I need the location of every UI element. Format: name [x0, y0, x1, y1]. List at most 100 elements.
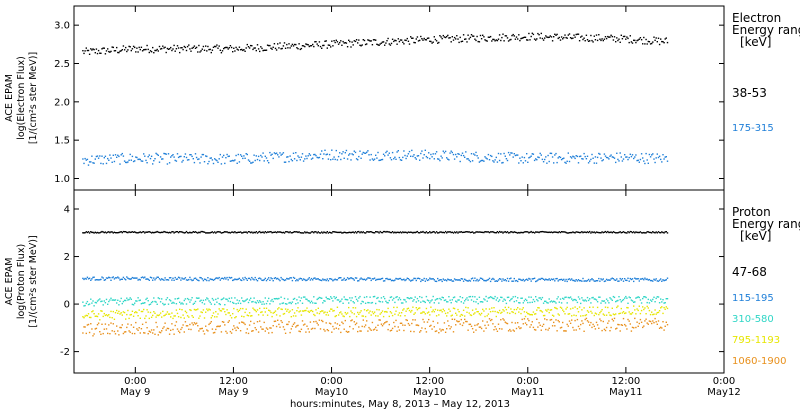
- data-point: [172, 154, 174, 156]
- data-point: [206, 308, 208, 310]
- data-point: [583, 307, 585, 309]
- data-point: [95, 48, 98, 50]
- data-point: [174, 315, 176, 317]
- data-point: [466, 280, 468, 282]
- data-point: [200, 299, 202, 301]
- data-point: [568, 232, 571, 234]
- data-point: [389, 44, 392, 46]
- data-point: [509, 300, 511, 302]
- data-point: [359, 44, 361, 46]
- data-point: [590, 302, 592, 304]
- data-point: [654, 317, 656, 320]
- data-point: [504, 279, 506, 281]
- data-point: [506, 37, 509, 39]
- proton-legend-title: Energy ranges: [732, 217, 800, 231]
- data-point: [110, 310, 112, 313]
- data-point: [271, 48, 273, 50]
- data-point: [416, 230, 419, 233]
- data-point: [429, 231, 431, 233]
- data-point: [351, 41, 353, 43]
- data-point: [293, 297, 296, 300]
- data-point: [653, 158, 655, 160]
- data-point: [306, 231, 308, 233]
- data-point: [156, 230, 158, 233]
- data-point: [109, 299, 111, 301]
- data-point: [583, 231, 585, 233]
- data-point: [344, 298, 346, 301]
- data-point: [649, 313, 652, 316]
- data-point: [394, 325, 396, 328]
- data-point: [457, 308, 459, 311]
- data-point: [665, 156, 667, 158]
- data-point: [131, 231, 134, 233]
- data-point: [217, 231, 219, 233]
- data-point: [419, 331, 421, 333]
- data-point: [396, 306, 398, 309]
- data-point: [268, 277, 270, 279]
- data-point: [284, 308, 287, 310]
- data-point: [478, 279, 481, 281]
- data-point: [164, 231, 166, 233]
- data-point: [442, 231, 444, 234]
- data-point: [214, 278, 216, 281]
- data-point: [180, 47, 182, 49]
- data-point: [297, 302, 299, 304]
- data-point: [549, 309, 551, 311]
- data-point: [530, 296, 532, 298]
- data-point: [264, 231, 266, 233]
- data-point: [462, 231, 465, 233]
- data-point: [665, 321, 667, 323]
- data-point: [348, 302, 350, 304]
- data-point: [429, 157, 431, 160]
- data-point: [162, 231, 164, 234]
- data-point: [223, 47, 225, 50]
- data-point: [310, 231, 313, 233]
- data-point: [515, 36, 518, 38]
- data-point: [253, 154, 255, 156]
- data-point: [278, 297, 280, 300]
- data-point: [354, 323, 357, 326]
- data-point: [601, 300, 603, 302]
- data-point: [467, 307, 469, 309]
- data-point: [234, 278, 236, 280]
- data-point: [442, 329, 444, 331]
- data-point: [319, 328, 322, 330]
- data-point: [85, 231, 87, 233]
- data-point: [369, 328, 371, 330]
- data-point: [583, 280, 585, 282]
- data-point: [503, 310, 505, 312]
- data-point: [186, 159, 189, 161]
- data-point: [198, 279, 200, 282]
- data-point: [331, 40, 333, 42]
- data-point: [643, 231, 645, 234]
- data-point: [573, 314, 575, 316]
- data-point: [321, 47, 323, 49]
- data-point: [274, 231, 277, 233]
- data-point: [239, 330, 242, 332]
- data-point: [616, 37, 618, 39]
- data-point: [207, 232, 209, 234]
- data-point: [601, 160, 603, 162]
- data-point: [244, 50, 246, 52]
- data-point: [313, 296, 315, 298]
- data-point: [242, 307, 244, 310]
- data-point: [532, 153, 535, 155]
- data-point: [517, 154, 519, 156]
- data-point: [362, 39, 364, 41]
- data-point: [449, 328, 451, 330]
- data-point: [531, 278, 533, 280]
- data-point: [103, 279, 105, 281]
- data-point: [425, 331, 428, 333]
- data-point: [268, 44, 270, 47]
- data-point: [183, 45, 185, 48]
- data-point: [257, 231, 260, 233]
- data-point: [134, 231, 136, 233]
- data-point: [369, 159, 371, 161]
- data-point: [638, 280, 640, 282]
- legend-entry-795-1193: 795-1193: [732, 335, 780, 346]
- data-point: [532, 311, 535, 313]
- data-point: [624, 297, 626, 299]
- data-point: [416, 36, 419, 38]
- data-point: [513, 153, 515, 155]
- data-point: [378, 44, 380, 46]
